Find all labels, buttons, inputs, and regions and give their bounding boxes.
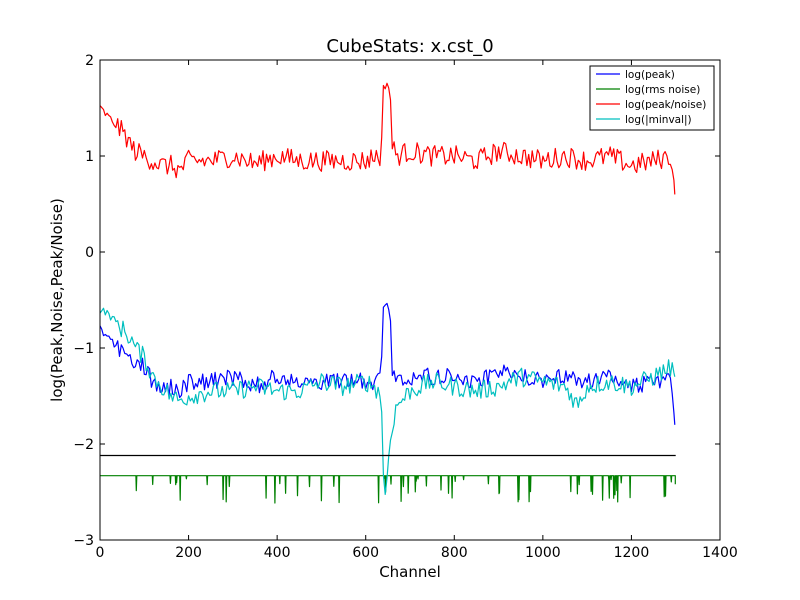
legend-label-log-rms-noise: log(rms noise) bbox=[625, 84, 700, 96]
y-axis-label: log(Peak,Noise,Peak/Noise) bbox=[48, 198, 66, 402]
y-tick-label-neg3: −3 bbox=[73, 533, 94, 549]
x-tick-label-800: 800 bbox=[441, 545, 468, 561]
legend: log(peak) log(rms noise) log(peak/noise)… bbox=[589, 65, 715, 131]
legend-label-log-peak-noise: log(peak/noise) bbox=[625, 99, 706, 111]
series-line-log-peak-noise bbox=[99, 82, 676, 195]
x-tick-label-200: 200 bbox=[175, 545, 202, 561]
legend-label-log-peak: log(peak) bbox=[625, 69, 675, 81]
y-tick-label-2: 2 bbox=[85, 53, 94, 69]
y-tick-label-neg1: −1 bbox=[73, 341, 94, 357]
x-ticks: 0 200 400 600 800 1000 1200 1400 bbox=[96, 60, 738, 561]
y-tick-label-0: 0 bbox=[85, 245, 94, 261]
y-tick-label-neg2: −2 bbox=[73, 437, 94, 453]
series-layer bbox=[99, 82, 676, 504]
x-tick-label-1000: 1000 bbox=[525, 545, 561, 561]
chart-title: CubeStats: x.cst_0 bbox=[326, 36, 493, 57]
plot-area: 0 200 400 600 800 1000 1200 1400 −3 −2 −1 0 1 2 bbox=[73, 53, 737, 561]
x-tick-label-0: 0 bbox=[96, 545, 105, 561]
y-tick-label-1: 1 bbox=[85, 149, 94, 165]
series-line-log-peak bbox=[99, 302, 676, 425]
y-ticks: −3 −2 −1 0 1 2 bbox=[73, 53, 720, 549]
x-tick-label-1400: 1400 bbox=[702, 545, 738, 561]
series-line-log-minval bbox=[99, 307, 676, 495]
axes-frame bbox=[99, 59, 721, 541]
x-axis-label: Channel bbox=[379, 563, 441, 581]
x-tick-label-600: 600 bbox=[352, 545, 379, 561]
x-tick-label-400: 400 bbox=[264, 545, 291, 561]
legend-label-log-minval: log(|minval|) bbox=[625, 114, 692, 126]
x-tick-label-1200: 1200 bbox=[614, 545, 650, 561]
axes-background bbox=[100, 60, 720, 540]
series-line-log-rms-noise bbox=[99, 475, 676, 504]
